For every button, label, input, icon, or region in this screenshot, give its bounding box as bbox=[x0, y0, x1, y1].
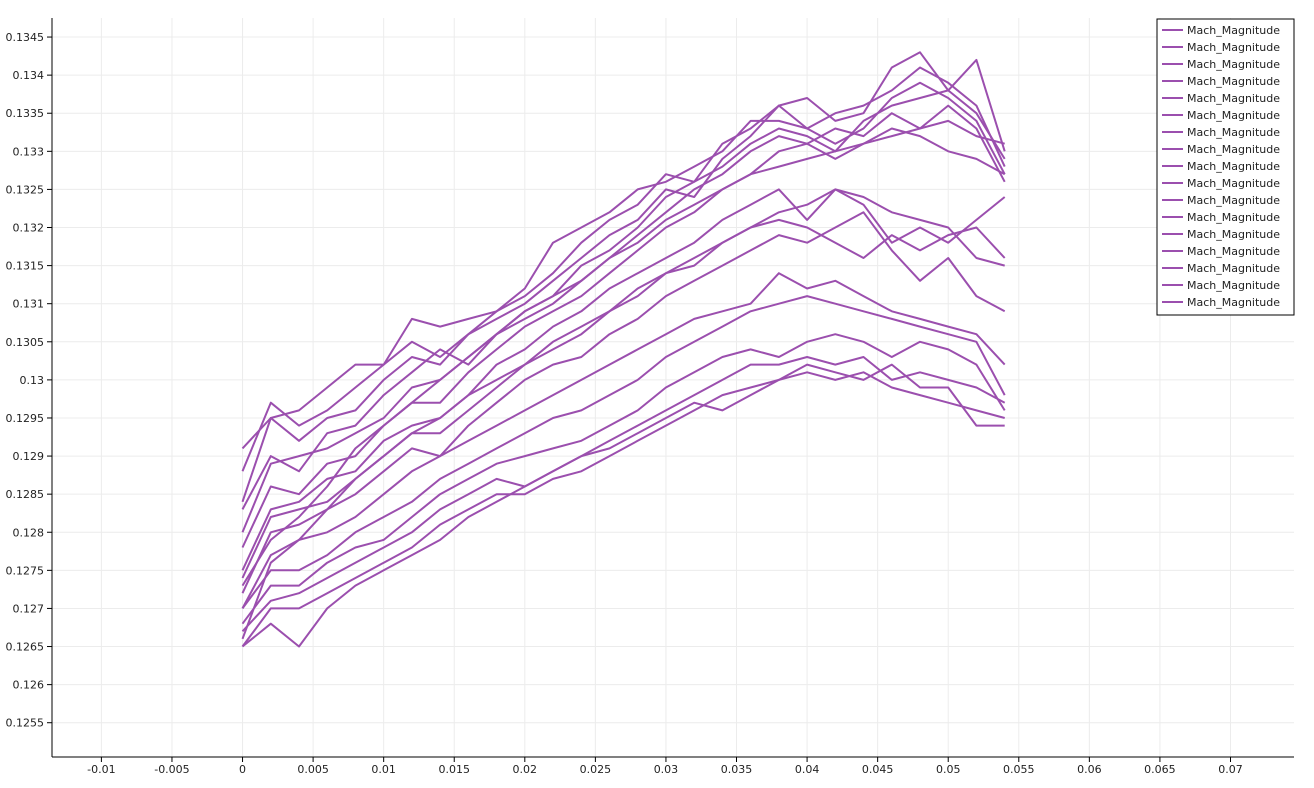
legend-label: Mach_Magnitude bbox=[1187, 92, 1280, 105]
y-tick-label: 0.1255 bbox=[6, 717, 45, 730]
axes bbox=[51, 18, 1294, 758]
y-tick-label: 0.1265 bbox=[6, 641, 45, 654]
legend-label: Mach_Magnitude bbox=[1187, 41, 1280, 54]
legend-label: Mach_Magnitude bbox=[1187, 279, 1280, 292]
legend-label: Mach_Magnitude bbox=[1187, 75, 1280, 88]
x-tick-label: 0.015 bbox=[438, 763, 470, 776]
x-tick-label: 0.005 bbox=[297, 763, 329, 776]
series-line-17 bbox=[241, 188, 1005, 640]
y-tick-label: 0.129 bbox=[13, 450, 45, 463]
x-tick-label: 0 bbox=[239, 763, 246, 776]
legend: Mach_Magnitude Mach_Magnitude Mach_Magnitu… bbox=[1156, 18, 1295, 316]
x-tick-label: 0.035 bbox=[721, 763, 753, 776]
series-line-7 bbox=[241, 188, 1006, 571]
x-tick-label: 0.06 bbox=[1077, 763, 1102, 776]
legend-label: Mach_Magnitude bbox=[1187, 143, 1280, 156]
x-tick-label: 0.065 bbox=[1144, 763, 1176, 776]
y-tick-label: 0.134 bbox=[13, 69, 45, 82]
x-tick-label: 0.04 bbox=[795, 763, 820, 776]
series-line-15 bbox=[241, 363, 1005, 648]
series-line-1 bbox=[241, 66, 1006, 450]
y-tick-label: 0.1285 bbox=[6, 488, 45, 501]
legend-label: Mach_Magnitude bbox=[1187, 228, 1280, 241]
series-line-8 bbox=[241, 218, 1006, 579]
x-tick-label: 0.025 bbox=[580, 763, 612, 776]
legend-label: Mach_Magnitude bbox=[1187, 296, 1280, 309]
y-tick-label: 0.1275 bbox=[6, 564, 45, 577]
series-line-6 bbox=[241, 127, 1006, 548]
x-tick-label: 0.01 bbox=[371, 763, 396, 776]
series-line-16 bbox=[241, 119, 1005, 587]
series-line-11 bbox=[241, 295, 1006, 609]
y-tick-label: 0.128 bbox=[13, 526, 45, 539]
y-tick-label: 0.1335 bbox=[6, 107, 45, 120]
y-tick-label: 0.133 bbox=[13, 145, 45, 158]
series-line-2 bbox=[241, 51, 1006, 472]
x-tick-label: 0.02 bbox=[513, 763, 538, 776]
x-tick-label: 0.055 bbox=[1003, 763, 1035, 776]
y-tick-label: 0.1305 bbox=[6, 336, 45, 349]
series-line-5 bbox=[241, 104, 1006, 533]
grid bbox=[52, 18, 1294, 757]
x-tick-label: 0.05 bbox=[936, 763, 961, 776]
legend-label: Mach_Magnitude bbox=[1187, 160, 1280, 173]
y-axis-ticks: 0.1255 0.126 0.1265 0.127 0.1275 0.128 0.1285 0… bbox=[6, 31, 52, 730]
y-tick-label: 0.1295 bbox=[6, 412, 45, 425]
y-tick-label: 0.1315 bbox=[6, 260, 45, 273]
legend-label: Mach_Magnitude bbox=[1187, 262, 1280, 275]
y-tick-label: 0.131 bbox=[13, 298, 45, 311]
legend-label: Mach_Magnitude bbox=[1187, 177, 1280, 190]
y-tick-label: 0.127 bbox=[13, 602, 45, 615]
series-line-3 bbox=[241, 81, 1006, 503]
series-line-10 bbox=[241, 272, 1006, 609]
legend-label: Mach_Magnitude bbox=[1187, 211, 1280, 224]
series-line-14 bbox=[241, 371, 1005, 648]
legend-label: Mach_Magnitude bbox=[1187, 24, 1280, 37]
y-tick-label: 0.13 bbox=[20, 374, 45, 387]
x-tick-label: 0.03 bbox=[654, 763, 679, 776]
series-line-12 bbox=[241, 333, 1006, 625]
x-tick-label: -0.005 bbox=[154, 763, 189, 776]
legend-label: Mach_Magnitude bbox=[1187, 109, 1280, 122]
y-tick-label: 0.1325 bbox=[6, 183, 45, 196]
series-line-13 bbox=[241, 356, 1006, 632]
x-tick-label: 0.07 bbox=[1218, 763, 1243, 776]
legend-label: Mach_Magnitude bbox=[1187, 58, 1280, 71]
legend-label: Mach_Magnitude bbox=[1187, 245, 1280, 258]
series-line-4 bbox=[241, 89, 1006, 510]
legend-label: Mach_Magnitude bbox=[1187, 126, 1280, 139]
y-tick-label: 0.1345 bbox=[6, 31, 45, 44]
series-line-9 bbox=[241, 211, 1006, 594]
y-tick-label: 0.132 bbox=[13, 222, 45, 235]
y-tick-label: 0.126 bbox=[13, 679, 45, 692]
legend-label: Mach_Magnitude bbox=[1187, 194, 1280, 207]
x-tick-label: 0.045 bbox=[862, 763, 894, 776]
x-axis-ticks: -0.01 -0.005 0 0.005 0.01 0.015 0.02 0.025 0.03 0… bbox=[87, 757, 1243, 776]
x-tick-label: -0.01 bbox=[87, 763, 115, 776]
series-lines bbox=[241, 51, 1006, 648]
